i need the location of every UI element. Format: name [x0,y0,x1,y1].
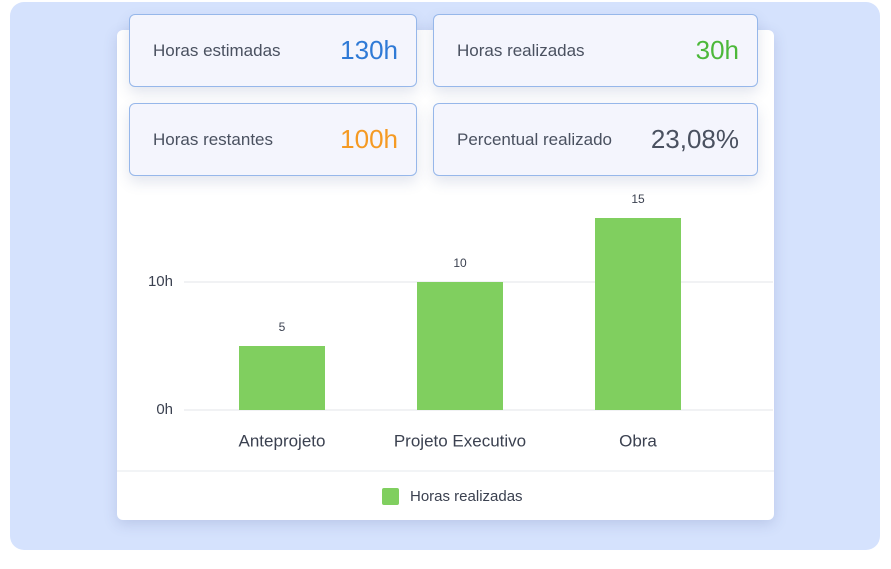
stat-card: Horas restantes 100h [129,103,417,176]
stat-label: Horas estimadas [153,40,281,60]
stat-card: Percentual realizado 23,08% [433,103,758,176]
stat-value: 130h [340,35,398,65]
stat-card: Horas estimadas 130h [129,14,417,87]
value-label: 10 [453,256,467,270]
y-tick-label: 0h [156,401,173,418]
value-label: 15 [631,192,645,206]
stat-label: Percentual realizado [457,129,612,149]
x-tick-label: Obra [619,431,657,450]
stat-label: Horas restantes [153,129,273,149]
stat-value: 23,08% [650,124,739,154]
y-tick-label: 10h [148,273,173,290]
bar [595,218,681,410]
legend-swatch [382,488,399,505]
x-tick-label: Projeto Executivo [394,431,526,450]
stat-value: 100h [340,124,398,154]
stat-value: 30h [695,35,739,65]
x-tick-label: Anteprojeto [239,431,326,450]
bar [239,346,325,410]
bar [417,282,503,410]
value-label: 5 [279,320,286,334]
stat-label: Horas realizadas [457,40,585,60]
legend-label: Horas realizadas [410,488,523,505]
stat-card: Horas realizadas 30h [433,14,758,87]
